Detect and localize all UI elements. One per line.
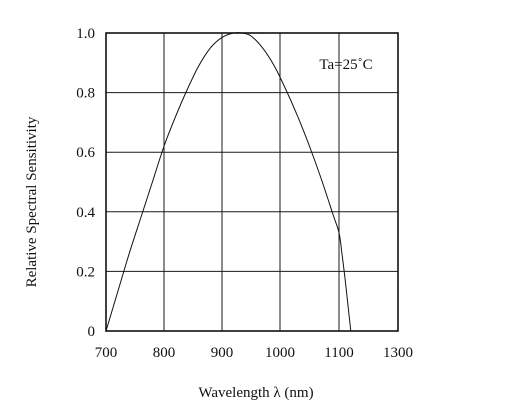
y-tick-label: 0.8 bbox=[76, 86, 95, 102]
plot-frame bbox=[105, 32, 399, 332]
sensitivity-curve bbox=[105, 32, 352, 332]
y-tick-labels: 0 0.2 0.4 0.6 0.8 1.0 bbox=[76, 26, 95, 340]
x-tick-label: 1300 bbox=[383, 345, 413, 361]
x-tick-label: 700 bbox=[95, 345, 118, 361]
y-tick-label: 0.6 bbox=[76, 145, 95, 161]
x-tick-labels: 700 800 900 1000 1100 1300 bbox=[95, 345, 413, 361]
x-tick-label: 1100 bbox=[324, 345, 353, 361]
series-group bbox=[105, 32, 352, 332]
x-axis-label: Wavelength λ (nm) bbox=[198, 385, 313, 401]
grid bbox=[106, 33, 398, 331]
x-tick-label: 1000 bbox=[265, 345, 295, 361]
x-tick-label: 800 bbox=[153, 345, 176, 361]
y-tick-label: 1.0 bbox=[76, 26, 95, 42]
y-tick-label: 0.4 bbox=[76, 205, 95, 221]
temperature-annotation: Ta=25˚C bbox=[319, 57, 372, 73]
y-tick-label: 0.2 bbox=[76, 264, 95, 280]
y-axis-label: Relative Spectral Sensitivity bbox=[24, 116, 40, 287]
y-tick-label: 0 bbox=[88, 324, 96, 340]
x-tick-label: 900 bbox=[211, 345, 234, 361]
